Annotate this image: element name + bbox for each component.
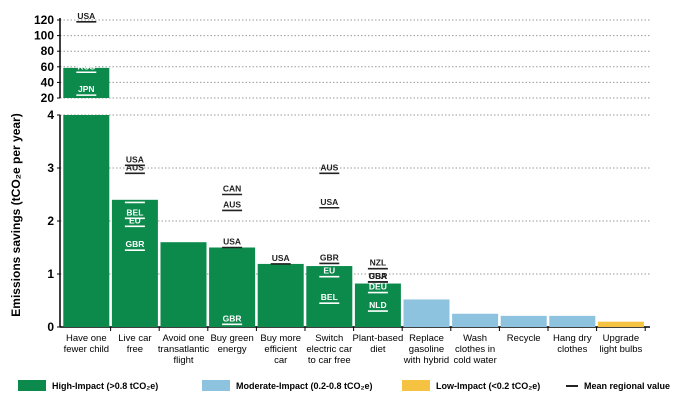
region-label-gbr: GBR xyxy=(368,271,387,281)
region-label-usa: USA xyxy=(126,154,144,164)
bars xyxy=(63,67,644,327)
category-label: light bulbs xyxy=(600,344,643,355)
bar-8 xyxy=(452,313,499,327)
y-tick-lower: 1 xyxy=(47,267,54,281)
legend: High-Impact (>0.8 tCO₂e) Moderate-Impact … xyxy=(18,380,670,391)
y-tick-lower: 3 xyxy=(47,161,54,175)
region-label-eu: EU xyxy=(129,215,141,225)
bar-3 xyxy=(209,247,256,327)
category-label: Have one xyxy=(66,333,107,344)
bar-11 xyxy=(597,321,644,327)
category-label: car xyxy=(274,355,287,366)
region-label-gbr: GBR xyxy=(320,252,339,262)
category-label: Buy green xyxy=(210,333,253,344)
category-label: Upgrade xyxy=(603,333,639,344)
region-label-eu: EU xyxy=(323,266,335,276)
bar-7 xyxy=(403,299,450,327)
category-label: electric car xyxy=(306,344,352,355)
region-label-bel: BEL xyxy=(321,292,338,302)
region-label-aus: AUS xyxy=(320,162,338,172)
region-label-aus: AUS xyxy=(126,162,144,172)
region-label-usa: USA xyxy=(320,197,338,207)
region-label-bel: BEL xyxy=(126,207,143,217)
category-label: Switch xyxy=(315,333,343,344)
y-tick-upper: 60 xyxy=(41,60,55,74)
region-label-can: CAN xyxy=(126,191,144,201)
category-label: Plant-based xyxy=(353,333,404,344)
category-label: clothes xyxy=(557,344,587,355)
region-label-can: CAN xyxy=(223,184,241,194)
bar-0-lower xyxy=(63,115,110,327)
region-label-nzl: NZL xyxy=(370,258,387,268)
category-label: efficient xyxy=(264,344,297,355)
category-label: diet xyxy=(370,344,386,355)
legend-label: Low-Impact (<0.2 tCO₂e) xyxy=(436,381,540,391)
y-tick-upper: 40 xyxy=(41,75,55,89)
category-label: with hybrid xyxy=(403,355,449,366)
region-label-usa: USA xyxy=(369,271,387,281)
legend-swatch-high xyxy=(18,380,46,391)
region-label-gbr: GBR xyxy=(223,313,242,323)
category-label: free xyxy=(127,344,143,355)
region-label-nld: NLD xyxy=(369,300,386,310)
region-label-jpn: JPN xyxy=(78,84,95,94)
y-tick-upper: 20 xyxy=(41,91,55,105)
legend-swatch-moderate xyxy=(202,380,230,391)
category-label: clothes in xyxy=(455,344,495,355)
category-label: flight xyxy=(173,355,193,366)
category-label: fewer child xyxy=(64,344,109,355)
legend-label: Mean regional value xyxy=(584,381,670,391)
category-label: Wash xyxy=(463,333,487,344)
region-label-usa: USA xyxy=(77,11,95,21)
category-label: energy xyxy=(218,344,247,355)
y-tick-lower: 0 xyxy=(47,320,54,334)
y-tick-upper: 80 xyxy=(41,44,55,58)
legend-label: High-Impact (>0.8 tCO₂e) xyxy=(52,381,158,391)
y-tick-upper: 120 xyxy=(34,13,54,27)
category-label: gasoline xyxy=(409,344,444,355)
category-label: Buy more xyxy=(260,333,301,344)
regional-markers: USARUSJPNUSAAUSCANBELEUGBRCANAUSUSAGBRUS… xyxy=(76,11,388,326)
legend-swatch-low xyxy=(402,380,430,391)
category-label: Live car xyxy=(118,333,151,344)
bar-2 xyxy=(160,242,207,327)
category-label: transatlantic xyxy=(158,344,209,355)
category-label: Hang dry xyxy=(553,333,592,344)
y-axis-label: Emissions savings (tCO₂e per year) xyxy=(9,113,23,316)
y-tick-upper: 100 xyxy=(34,29,54,43)
legend-label: Moderate-Impact (0.2-0.8 tCO₂e) xyxy=(236,381,373,391)
bar-1 xyxy=(111,199,158,327)
region-label-rus: RUS xyxy=(77,61,95,71)
region-label-usa: USA xyxy=(223,237,241,247)
category-label: Avoid one xyxy=(162,333,204,344)
category-label: Recycle xyxy=(507,333,541,344)
bar-4 xyxy=(257,263,304,327)
region-label-usa: USA xyxy=(272,253,290,263)
y-tick-lower: 2 xyxy=(47,214,54,228)
category-label: to car free xyxy=(308,355,351,366)
bar-10 xyxy=(549,315,596,327)
region-label-aus: AUS xyxy=(223,199,241,209)
y-tick-lower: 4 xyxy=(47,108,54,122)
category-label: Replace xyxy=(409,333,444,344)
region-label-gbr: GBR xyxy=(125,239,144,249)
bar-9 xyxy=(500,315,547,327)
category-label: cold water xyxy=(453,355,496,366)
bar-6 xyxy=(354,283,401,327)
gridlines xyxy=(60,19,650,275)
region-label-deu: DEU xyxy=(369,282,387,292)
